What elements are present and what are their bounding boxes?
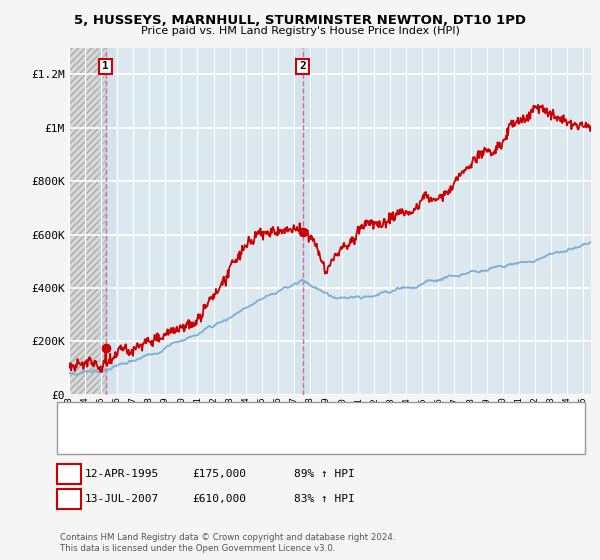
Text: ———: ———	[71, 431, 94, 445]
Text: £175,000: £175,000	[192, 469, 246, 479]
Bar	[295, 48, 311, 395]
Bar	[69, 48, 106, 395]
Text: 13-JUL-2007: 13-JUL-2007	[85, 494, 160, 504]
Text: 89% ↑ HPI: 89% ↑ HPI	[294, 469, 355, 479]
Text: Contains HM Land Registry data © Crown copyright and database right 2024.
This d: Contains HM Land Registry data © Crown c…	[60, 533, 395, 553]
Text: Price paid vs. HM Land Registry's House Price Index (HPI): Price paid vs. HM Land Registry's House …	[140, 26, 460, 36]
Text: 2: 2	[299, 62, 306, 72]
Text: 5, HUSSEYS, MARNHULL, STURMINSTER NEWTON, DT10 1PD: 5, HUSSEYS, MARNHULL, STURMINSTER NEWTON…	[74, 14, 526, 27]
Text: £610,000: £610,000	[192, 494, 246, 504]
Text: 83% ↑ HPI: 83% ↑ HPI	[294, 494, 355, 504]
Text: HPI: Average price, detached house, Dorset: HPI: Average price, detached house, Dors…	[116, 433, 329, 443]
Bar	[98, 48, 113, 395]
Text: 1: 1	[65, 469, 73, 479]
Text: ———: ———	[71, 411, 94, 424]
Text: 12-APR-1995: 12-APR-1995	[85, 469, 160, 479]
Text: 5, HUSSEYS, MARNHULL, STURMINSTER NEWTON, DT10 1PD (detached house): 5, HUSSEYS, MARNHULL, STURMINSTER NEWTON…	[116, 413, 502, 423]
Text: 1: 1	[102, 62, 109, 72]
Text: 2: 2	[65, 494, 73, 504]
